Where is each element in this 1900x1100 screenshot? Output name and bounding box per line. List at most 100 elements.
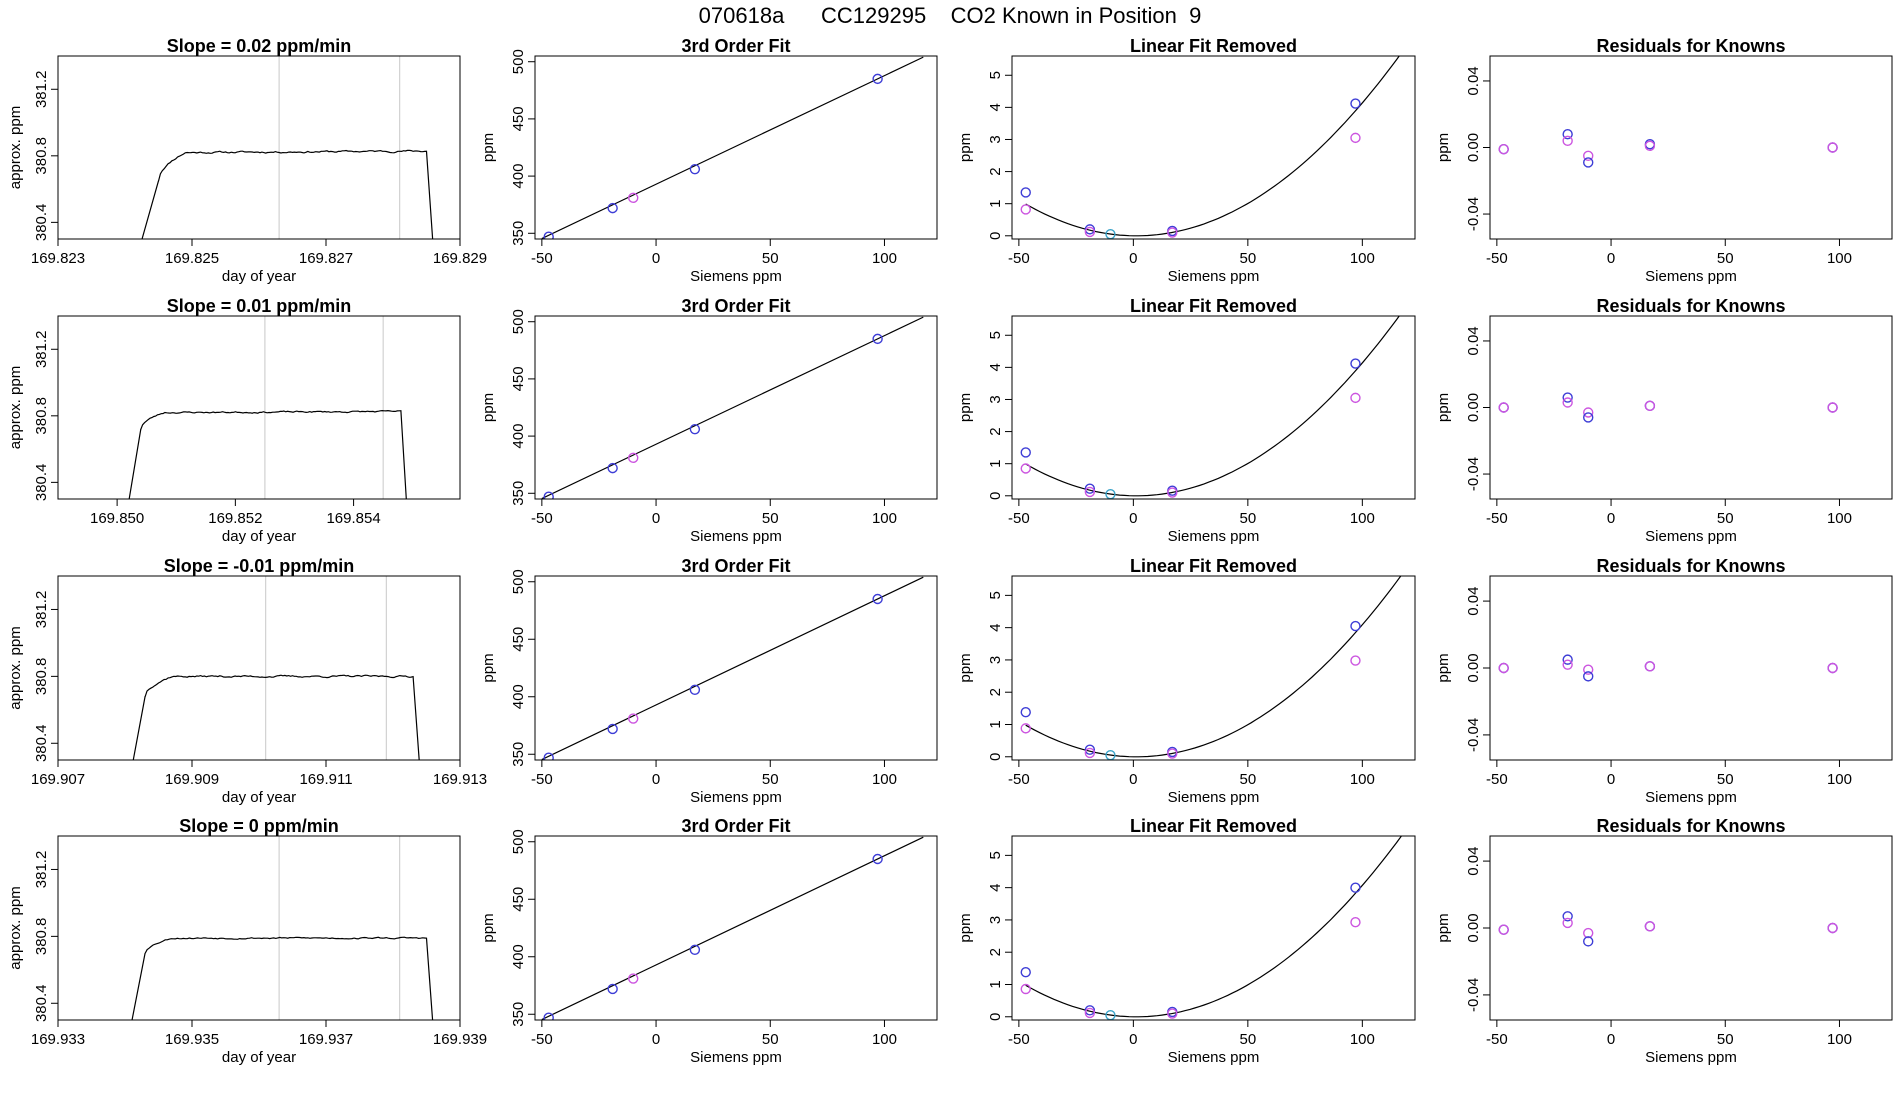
x-axis-label: Siemens ppm — [1645, 268, 1737, 285]
panel-title: Linear Fit Removed — [1130, 296, 1297, 316]
x-tick-label: 50 — [1240, 1031, 1257, 1048]
panel-title: 3rd Order Fit — [681, 296, 790, 316]
y-axis-label: ppm — [1435, 393, 1452, 422]
fit-line — [541, 836, 924, 1020]
y-tick-label: 381.2 — [33, 851, 50, 889]
x-tick-label: 100 — [1827, 510, 1852, 527]
plot-frame — [57, 55, 461, 240]
y-tick-label: 0 — [987, 492, 1004, 500]
concentration-trace — [141, 149, 434, 239]
y-tick-label: 380.8 — [33, 137, 50, 175]
y-tick-label: 380.4 — [33, 204, 50, 242]
panel-title: Residuals for Knowns — [1596, 296, 1785, 316]
data-point-known — [1562, 392, 1573, 403]
data-point-known — [872, 853, 883, 865]
x-tick-label: 0 — [1607, 1031, 1615, 1048]
y-tick-label: 5 — [987, 331, 1004, 339]
x-tick-label: 0 — [652, 771, 660, 788]
y-tick-label: 0.04 — [1465, 846, 1482, 875]
x-tick-label: -50 — [531, 250, 553, 267]
plot-frame — [57, 315, 461, 500]
y-axis-label: ppm — [480, 393, 497, 422]
x-axis-label: Siemens ppm — [1168, 268, 1260, 285]
y-tick-label: 4 — [987, 883, 1004, 891]
panel-r4-c1: Slope = 0 ppm/min 169.933 169.935 169.937 16… — [7, 816, 487, 1066]
y-tick-label: 5 — [987, 71, 1004, 79]
y-tick-label: 0.00 — [1465, 133, 1482, 162]
x-tick-label: -50 — [1486, 510, 1508, 527]
x-axis-label: Siemens ppm — [690, 1049, 782, 1066]
data-point-other — [1827, 662, 1838, 674]
x-tick-label: 0 — [1129, 510, 1137, 527]
panel-title: Slope = 0.01 ppm/min — [167, 296, 352, 316]
x-tick-label: 50 — [1717, 1031, 1734, 1048]
y-tick-label: 381.2 — [33, 591, 50, 629]
concentration-trace — [128, 409, 407, 499]
x-tick-label: 169.854 — [326, 510, 380, 527]
y-tick-label: 3 — [987, 916, 1004, 924]
x-tick-label: 169.850 — [90, 510, 144, 527]
panel-r2-c1: Slope = 0.01 ppm/min 169.850 169.852 169.85… — [7, 296, 461, 545]
y-tick-label: 3 — [987, 135, 1004, 143]
x-tick-label: 169.911 — [299, 771, 352, 788]
data-point-other — [1167, 1008, 1178, 1019]
x-axis-label: Siemens ppm — [1168, 528, 1260, 545]
data-point-other — [1644, 400, 1656, 412]
plot-area — [541, 56, 924, 239]
x-tick-label: 50 — [762, 1031, 779, 1048]
y-axis-label: approx. ppm — [7, 886, 24, 969]
data-point-other — [628, 713, 639, 724]
y-tick-label: 380.8 — [33, 658, 50, 696]
panel-r1-c4: Residuals for Knowns -50 0 50 100 Siemens ppm… — [1435, 36, 1893, 285]
data-point-known — [872, 593, 883, 605]
panel-title: Residuals for Knowns — [1596, 556, 1785, 576]
data-point-other — [1020, 463, 1031, 474]
y-tick-label: 0.04 — [1465, 586, 1482, 615]
x-tick-label: 169.935 — [165, 1031, 219, 1048]
panel-r3-c1: Slope = -0.01 ppm/min 169.907 169.909 169.9… — [7, 556, 487, 806]
y-axis-label: ppm — [957, 653, 974, 682]
x-tick-label: 169.827 — [299, 250, 353, 267]
plot-frame — [1011, 55, 1416, 240]
data-point-known — [1583, 157, 1594, 168]
x-tick-label: -50 — [531, 771, 553, 788]
data-point-other — [1350, 392, 1361, 404]
panel-title: Residuals for Knowns — [1596, 816, 1785, 836]
panel-title: 3rd Order Fit — [681, 816, 790, 836]
x-tick-label: 50 — [762, 771, 779, 788]
y-tick-label: -0.04 — [1465, 718, 1482, 752]
data-point-other — [1583, 927, 1594, 939]
y-tick-label: 0.00 — [1465, 913, 1482, 942]
x-tick-label: 169.852 — [208, 510, 262, 527]
x-tick-label: 0 — [1607, 771, 1615, 788]
panel-r4-c2: 3rd Order Fit -50 0 50 100 Siemens ppm 350 400 4… — [480, 816, 938, 1066]
data-point-other — [1562, 397, 1573, 408]
data-point-other — [1827, 402, 1838, 413]
x-tick-label: 100 — [1350, 771, 1375, 788]
data-point-known — [607, 723, 618, 735]
data-point-other — [1350, 916, 1361, 928]
data-point-other — [628, 973, 639, 984]
data-point-other — [628, 192, 639, 204]
panel-r1-c2: 3rd Order Fit -50 0 50 100 Siemens ppm 350 400 4… — [480, 36, 938, 285]
x-tick-label: 100 — [1350, 250, 1375, 267]
data-point-known — [1020, 967, 1031, 978]
x-tick-label: 0 — [652, 1031, 660, 1048]
y-tick-label: 400 — [510, 424, 527, 449]
x-tick-label: 100 — [872, 250, 897, 267]
plot-frame — [57, 835, 461, 1021]
plot-area — [141, 56, 434, 239]
y-tick-label: 350 — [510, 221, 527, 246]
panel-title: Slope = 0 ppm/min — [179, 816, 339, 836]
x-tick-label: -50 — [1008, 1031, 1030, 1048]
y-tick-label: -0.04 — [1465, 457, 1482, 491]
y-tick-label: 2 — [987, 688, 1004, 696]
y-axis-label: ppm — [1435, 913, 1452, 942]
y-tick-label: 4 — [987, 103, 1004, 111]
plot-frame — [1489, 835, 1893, 1021]
x-tick-label: 0 — [1129, 1031, 1137, 1048]
plot-frame — [1011, 315, 1416, 500]
data-point-other — [1084, 226, 1096, 238]
data-point-known — [607, 983, 618, 995]
